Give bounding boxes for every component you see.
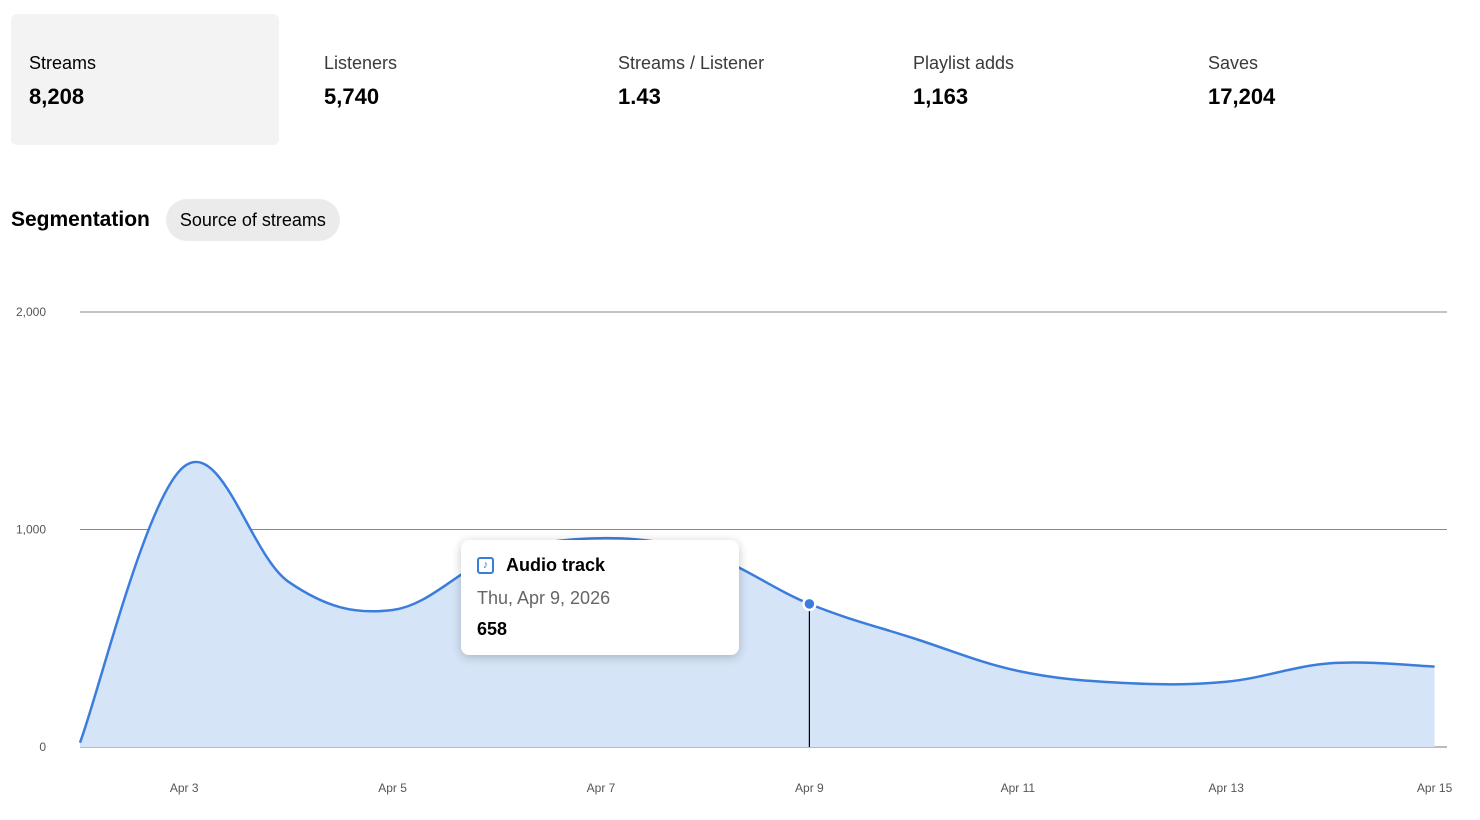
x-tick-label: Apr 5 <box>378 781 407 795</box>
hover-point <box>802 596 817 612</box>
tooltip-date: Thu, Apr 9, 2026 <box>477 588 611 608</box>
x-tick-label: Apr 13 <box>1209 781 1245 795</box>
metric-streams-per-listener[interactable]: Streams / Listener 1.43 <box>600 14 868 145</box>
streams-area <box>80 461 1435 747</box>
metric-label: Playlist adds <box>913 53 1015 73</box>
metric-label: Saves <box>1208 53 1259 73</box>
y-tick-label: 2,000 <box>16 305 46 319</box>
metric-value: 1.43 <box>618 84 661 109</box>
chart-tooltip: ♪ Audio track Thu, Apr 9, 2026 658 <box>461 540 739 655</box>
metric-label: Listeners <box>324 53 398 73</box>
metric-streams[interactable]: Streams 8,208 <box>11 14 279 145</box>
x-tick-label: Apr 15 <box>1417 781 1453 795</box>
segmentation-title: Segmentation <box>11 208 150 231</box>
x-tick-label: Apr 3 <box>170 781 199 795</box>
metric-listeners[interactable]: Listeners 5,740 <box>306 14 574 145</box>
tooltip-series: Audio track <box>506 554 606 575</box>
metric-value: 17,204 <box>1208 84 1276 109</box>
metric-saves[interactable]: Saves 17,204 <box>1190 14 1458 145</box>
x-tick-label: Apr 7 <box>587 781 616 795</box>
metric-label: Streams / Listener <box>618 53 765 73</box>
x-tick-label: Apr 11 <box>1001 781 1036 795</box>
streams-chart: Apr 3 Apr 5 Apr 7 Apr 9 Apr 11 Apr 13 Apr 15 0… <box>16 305 1453 795</box>
music-note-icon: ♪ <box>477 556 494 574</box>
tooltip-value: 658 <box>477 619 508 639</box>
metric-value: 5,740 <box>324 84 380 109</box>
segmentation-row: Segmentation Source of streams <box>11 198 340 242</box>
y-tick-label: 1,000 <box>16 523 46 537</box>
metric-playlist-adds[interactable]: Playlist adds 1,163 <box>895 14 1163 145</box>
metric-value: 8,208 <box>29 84 85 109</box>
x-tick-label: Apr 9 <box>795 781 824 795</box>
metric-value: 1,163 <box>913 84 969 109</box>
source-of-streams-chip[interactable]: Source of streams <box>165 199 340 241</box>
metric-cards: Streams 8,208 Listeners 5,740 Streams / … <box>11 14 1471 145</box>
y-tick-label: 0 <box>39 740 46 754</box>
metric-label: Streams <box>29 53 97 73</box>
